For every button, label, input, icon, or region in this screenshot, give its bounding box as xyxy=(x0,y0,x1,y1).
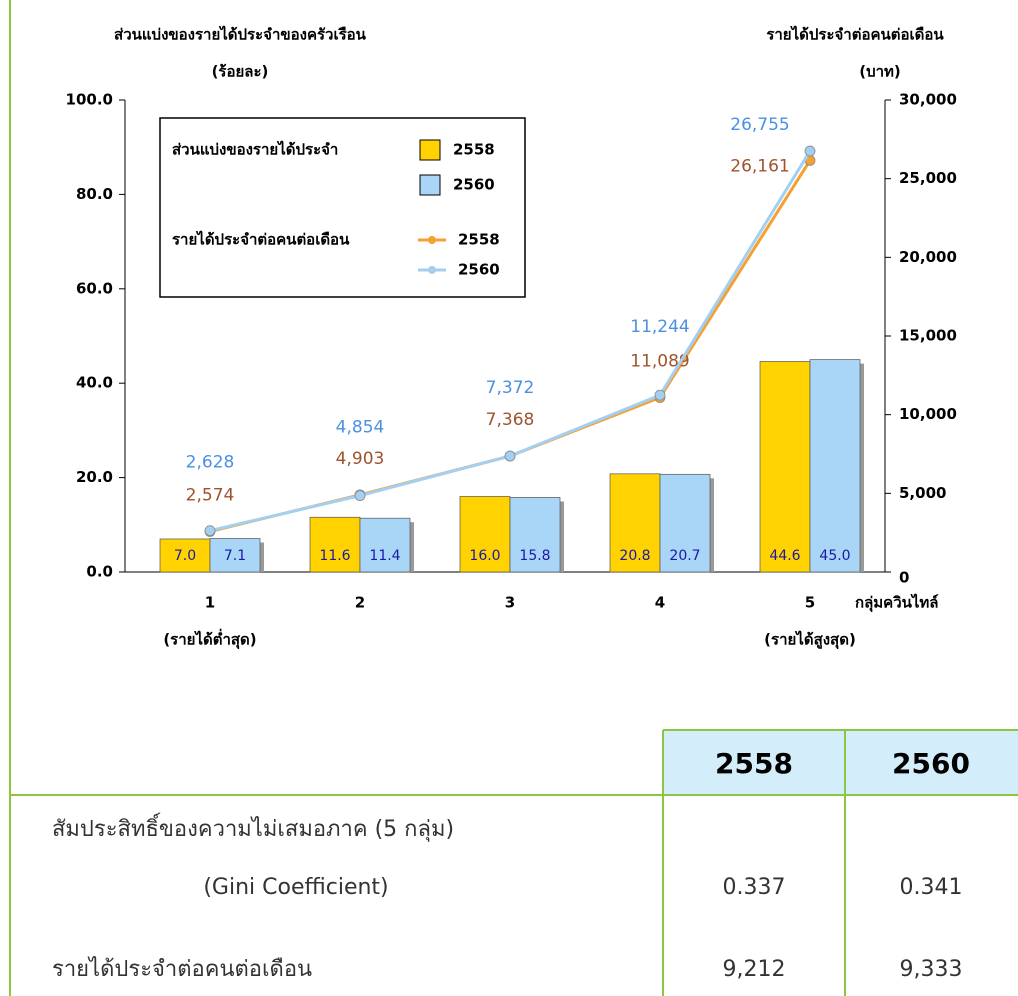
table-header: 2558 xyxy=(715,747,793,780)
x-axis-title: กลุ่มควินไทล์ xyxy=(855,593,939,613)
line-label: 26,161 xyxy=(730,156,789,176)
line-label: 4,854 xyxy=(336,418,385,438)
line-label: 2,628 xyxy=(186,453,235,473)
line-marker xyxy=(204,525,216,537)
y2-axis-title: (บาท) xyxy=(859,63,901,81)
cell: 0.341 xyxy=(900,875,963,900)
bar-label: 7.1 xyxy=(224,548,246,564)
cell: 9,212 xyxy=(723,957,786,982)
y2-tick-label: 30,000 xyxy=(899,91,957,109)
legend-label: 2558 xyxy=(453,141,495,159)
bar-label: 20.7 xyxy=(669,548,700,564)
bar-label: 16.0 xyxy=(469,548,500,564)
legend-label: 2558 xyxy=(458,231,500,249)
line-label: 26,755 xyxy=(730,115,789,135)
bar-label: 15.8 xyxy=(519,548,550,564)
bar xyxy=(659,473,711,573)
bar-label: 44.6 xyxy=(769,548,800,564)
y2-tick-label: 10,000 xyxy=(899,405,957,423)
x-tick-label: 5 xyxy=(805,594,815,612)
line-label: 2,574 xyxy=(186,486,235,506)
y-tick-label: 60.0 xyxy=(76,279,113,297)
line-label: 4,903 xyxy=(336,449,385,469)
bar-label: 45.0 xyxy=(819,548,850,564)
line-marker xyxy=(654,389,666,401)
legend-title: รายได้ประจำต่อคนต่อเดือน xyxy=(172,230,350,249)
x-tick-label: 4 xyxy=(655,594,665,612)
line-label: 7,368 xyxy=(486,410,535,430)
row-label: สัมประสิทธิ์ของความไม่เสมอภาค (5 กลุ่ม) xyxy=(52,813,454,842)
x-tick-label: 3 xyxy=(505,594,515,612)
cell: 0.337 xyxy=(723,875,786,900)
y-tick-label: 0.0 xyxy=(86,563,113,581)
line-marker xyxy=(804,145,816,157)
line-marker xyxy=(354,490,366,502)
y-axis-title: ส่วนแบ่งของรายได้ประจำของครัวเรือน xyxy=(114,25,367,44)
legend-box xyxy=(159,117,526,298)
bar xyxy=(209,538,261,573)
y2-tick-label: 20,000 xyxy=(899,248,957,266)
bar-label: 7.0 xyxy=(174,548,196,564)
table-header: 2560 xyxy=(892,747,970,780)
y-tick-label: 80.0 xyxy=(76,185,113,203)
line-label: 11,089 xyxy=(630,352,689,372)
y2-tick-label: 15,000 xyxy=(899,327,957,345)
y2-tick-label: 25,000 xyxy=(899,169,957,187)
bar-label: 11.4 xyxy=(369,548,400,564)
bar xyxy=(309,516,361,573)
bar xyxy=(359,517,411,573)
line-label: 11,244 xyxy=(630,317,689,337)
bar xyxy=(509,497,561,573)
legend-swatch xyxy=(419,139,441,161)
x-tick-label: 1 xyxy=(205,594,215,612)
category-note: (รายได้สูงสุด) xyxy=(764,630,856,650)
cell: 9,333 xyxy=(900,957,963,982)
line-label: 7,372 xyxy=(486,378,535,398)
line-marker xyxy=(504,450,516,462)
legend-swatch xyxy=(419,174,441,196)
y2-tick-label: 5,000 xyxy=(899,484,946,502)
x-tick-label: 2 xyxy=(355,594,365,612)
legend-marker xyxy=(428,266,436,274)
bar-label: 11.6 xyxy=(319,548,350,564)
y2-tick-label: 0 xyxy=(899,569,909,587)
category-note: (รายได้ต่ำสุด) xyxy=(163,629,256,650)
bar xyxy=(809,359,861,573)
row-label: รายได้ประจำต่อคนต่อเดือน xyxy=(52,956,312,982)
y-tick-label: 20.0 xyxy=(76,468,113,486)
header-cell xyxy=(663,730,845,795)
legend-marker xyxy=(428,236,436,244)
y-tick-label: 40.0 xyxy=(76,374,113,392)
bar xyxy=(609,473,661,573)
y-axis-title: (ร้อยละ) xyxy=(212,63,269,81)
y2-axis-title: รายได้ประจำต่อคนต่อเดือน xyxy=(766,25,944,44)
row-label: (Gini Coefficient) xyxy=(203,875,388,900)
bar xyxy=(759,361,811,573)
bar xyxy=(459,496,511,573)
header-cell xyxy=(845,730,1018,795)
bar-label: 20.8 xyxy=(619,548,650,564)
legend-title: ส่วนแบ่งของรายได้ประจำ xyxy=(172,140,338,159)
legend-label: 2560 xyxy=(458,261,500,279)
y-tick-label: 100.0 xyxy=(66,91,113,109)
legend-label: 2560 xyxy=(453,176,495,194)
